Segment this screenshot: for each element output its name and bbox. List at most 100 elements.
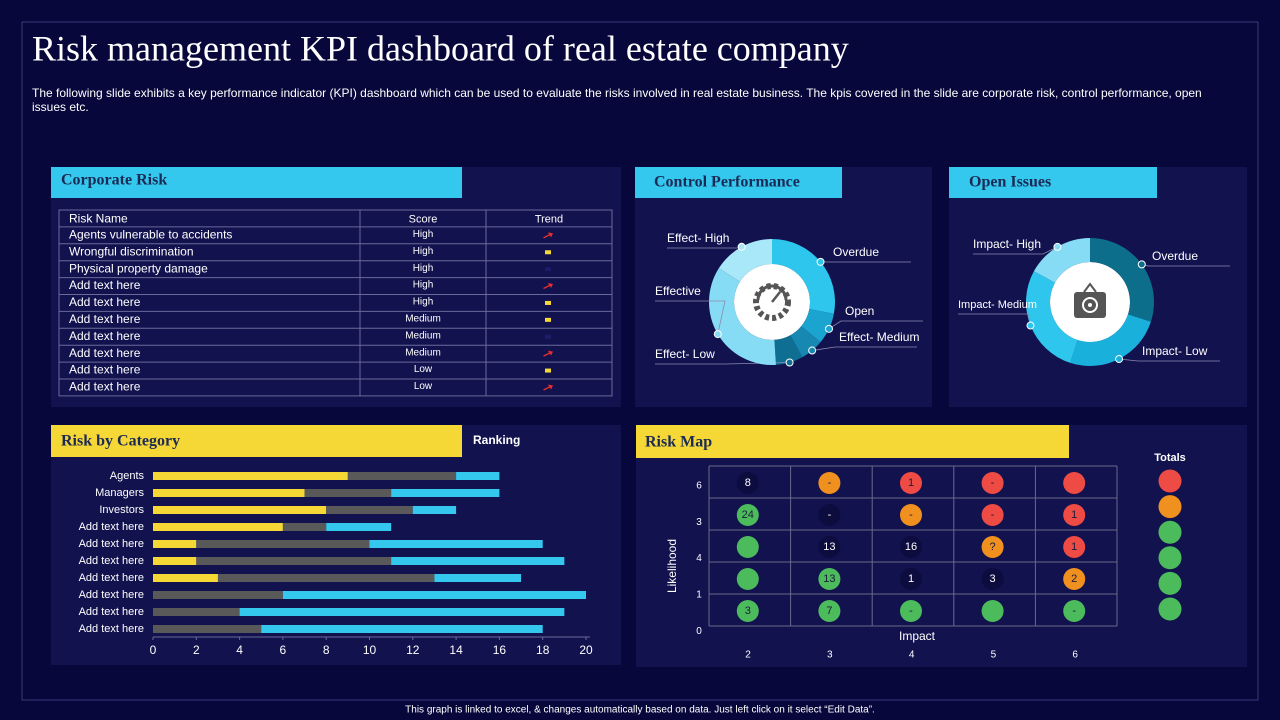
risk-cell: [818, 536, 841, 558]
segment-label: Overdue: [833, 245, 879, 259]
page-title: Risk management KPI dashboard of real es…: [32, 28, 849, 68]
column-header: Trend: [535, 213, 563, 225]
risk-cell: [736, 600, 759, 622]
x-tick-label: 5: [991, 650, 997, 661]
cell-value: 7: [826, 605, 832, 617]
donut-segment: [718, 239, 772, 282]
leader-dot: [1137, 260, 1146, 269]
panel-title: Corporate Risk: [61, 172, 167, 189]
x-tick-label: 12: [406, 643, 420, 657]
bar-segment: [391, 489, 500, 497]
risk-cell: [981, 504, 1004, 526]
donut-segment: [801, 309, 834, 343]
leader-dot: [1053, 242, 1062, 251]
trend-icon: [543, 232, 553, 239]
risk-name: Physical property damage: [69, 261, 208, 275]
trend-icon: [545, 250, 551, 255]
donut-segment: [772, 238, 835, 314]
leader-dot: [1115, 355, 1124, 364]
total-indicator: [1158, 469, 1182, 493]
risk-cell: [900, 600, 922, 622]
bar-segment: [153, 523, 283, 531]
risk-name: Add text here: [69, 278, 141, 292]
risk-name: Add text here: [69, 312, 141, 326]
bar-segment: [369, 540, 543, 548]
y-tick-label: 0: [696, 626, 702, 637]
cell-value: 13: [823, 573, 835, 585]
risk-cell: [1063, 568, 1086, 590]
bar-segment: [261, 625, 543, 633]
trend-icon: [545, 317, 551, 322]
column-header: Score: [409, 213, 438, 225]
risk-cell: [736, 536, 759, 558]
bar-segment: [217, 574, 435, 582]
segment-label: Effect- Medium: [839, 330, 919, 344]
leader-dot: [816, 257, 825, 266]
cell-value: -: [828, 477, 832, 489]
bar-segment: [326, 523, 392, 531]
category-label: Add text here: [79, 521, 144, 533]
y-tick-label: 4: [696, 553, 702, 564]
x-tick-label: 2: [193, 643, 200, 657]
risk-cell: [1063, 504, 1086, 526]
bar-segment: [153, 472, 348, 480]
bar-segment: [153, 625, 262, 633]
y-tick-label: 3: [696, 517, 702, 528]
risk-cell: [900, 568, 922, 590]
bar-segment: [153, 489, 305, 497]
panel-title: Risk by Category: [61, 433, 180, 450]
risk-name: Add text here: [69, 363, 141, 377]
total-indicator: [1158, 597, 1182, 621]
x-tick-label: 6: [280, 643, 287, 657]
bar-segment: [196, 557, 392, 565]
risk-cell: [736, 472, 759, 494]
x-tick-label: 20: [579, 643, 593, 657]
category-label: Add text here: [79, 589, 144, 601]
category-label: Investors: [99, 504, 144, 516]
bar-segment: [153, 574, 218, 582]
risk-score: High: [413, 246, 434, 257]
target-icon: [1050, 262, 1130, 342]
trend-icon: [545, 267, 551, 272]
frame: [21, 21, 1259, 701]
risk-cell: [1063, 472, 1086, 494]
donut-segment: [1070, 314, 1151, 366]
risk-name: Add text here: [69, 329, 141, 343]
cell-value: 16: [905, 541, 917, 553]
trend-icon: [545, 368, 551, 373]
segment-label: Effect- High: [667, 231, 729, 245]
cell-value: 2: [1071, 573, 1077, 585]
donut-segment: [1026, 271, 1078, 363]
x-tick-label: 10: [363, 643, 377, 657]
bar-segment: [347, 472, 457, 480]
panel-header: [635, 167, 842, 198]
trend-icon: [543, 384, 553, 391]
cell-value: -: [991, 477, 995, 489]
risk-cell: [1063, 600, 1086, 622]
risk-name: Add text here: [69, 346, 141, 360]
cell-value: 1: [908, 573, 914, 585]
x-axis-label: Impact: [899, 629, 936, 643]
leader-dot: [1026, 321, 1035, 330]
segment-label: Effect- Low: [655, 347, 715, 361]
leader-dot: [785, 358, 794, 367]
cell-value: 24: [742, 509, 754, 521]
category-label: Managers: [95, 487, 144, 499]
panel-header: [636, 425, 1069, 458]
x-tick-label: 4: [236, 643, 243, 657]
description-box: The following slide exhibits a key perfo…: [32, 86, 1202, 114]
gauge-icon: [734, 264, 810, 340]
x-tick-label: 6: [1072, 650, 1078, 661]
annotation: Ranking: [473, 433, 520, 447]
leader-line: [1119, 358, 1220, 362]
x-tick-label: 16: [493, 643, 507, 657]
bar-segment: [196, 540, 370, 548]
cell-value: 3: [990, 573, 996, 585]
x-tick-label: 0: [150, 643, 157, 657]
risk-score: Medium: [405, 330, 441, 341]
risk-cell: [818, 504, 841, 526]
bar-segment: [326, 506, 413, 514]
cell-value: -: [909, 509, 913, 521]
total-indicator: [1158, 495, 1182, 519]
leader-line: [973, 246, 1058, 255]
